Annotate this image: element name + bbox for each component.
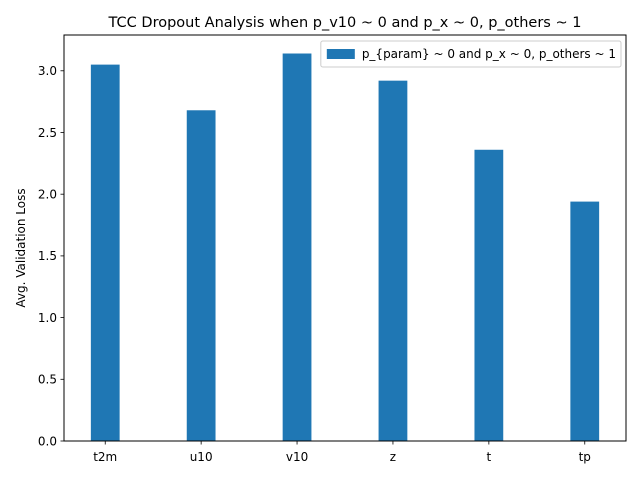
y-axis-label: Avg. Validation Loss [14, 188, 28, 307]
x-axis: t2m u10 v10 z t tp [93, 441, 591, 464]
y-axis: 0.0 0.5 1.0 1.5 2.0 2.5 3.0 [38, 64, 64, 448]
x-tick-label: t2m [93, 450, 117, 464]
y-tick-label: 0.0 [38, 434, 57, 448]
bar-t2m [90, 64, 120, 442]
legend: p_{param} ~ 0 and p_x ~ 0, p_others ~ 1 [320, 40, 622, 68]
legend-label: p_{param} ~ 0 and p_x ~ 0, p_others ~ 1 [362, 47, 616, 61]
bar-z [378, 80, 408, 441]
x-tick-label: tp [579, 450, 591, 464]
bar-tp [570, 201, 600, 441]
y-tick-label: 2.0 [38, 187, 57, 201]
y-tick-label: 1.5 [38, 249, 57, 263]
plot-frame [63, 34, 627, 442]
bar-v10 [282, 53, 312, 441]
y-tick-label: 3.0 [38, 64, 57, 78]
x-tick-label: u10 [190, 450, 213, 464]
chart-title: TCC Dropout Analysis when p_v10 ~ 0 and … [108, 15, 582, 31]
y-tick-label: 2.5 [38, 126, 57, 140]
bar-u10 [186, 110, 216, 441]
y-tick-label: 0.5 [38, 373, 57, 387]
legend-box [320, 40, 622, 68]
x-tick-label: z [390, 450, 396, 464]
x-tick-label: v10 [286, 450, 308, 464]
x-tick-label: t [486, 450, 491, 464]
bars-group [90, 53, 600, 442]
legend-swatch [326, 49, 355, 59]
bar-t [474, 149, 504, 441]
y-tick-label: 1.0 [38, 311, 57, 325]
